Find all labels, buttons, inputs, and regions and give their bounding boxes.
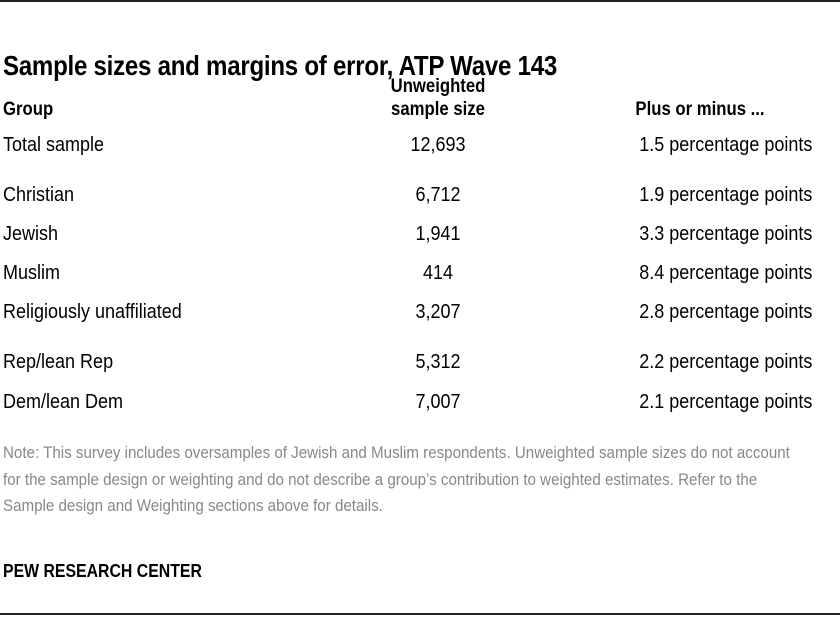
header-moe: Plus or minus ... [635, 99, 765, 120]
table-cell-moe: 2.2 percentage points [638, 351, 812, 373]
top-rule [0, 0, 840, 2]
table-cell-moe: 8.4 percentage points [638, 262, 812, 284]
header-group: Group [3, 99, 54, 120]
table-cell-group: Total sample [3, 134, 105, 156]
table-cell-n: 6,712 [415, 184, 461, 206]
bottom-rule [0, 613, 840, 615]
table-cell-group: Christian [3, 184, 75, 206]
table-cell-moe: 1.5 percentage points [638, 134, 812, 156]
table-cell-n: 5,312 [415, 351, 461, 373]
table-cell-group: Muslim [3, 262, 61, 284]
table-cell-group: Dem/lean Dem [3, 391, 124, 413]
table-cell-group: Religiously unaffiliated [3, 301, 182, 323]
table-cell-n: 3,207 [415, 301, 461, 323]
table-cell-moe: 3.3 percentage points [638, 223, 812, 245]
table-cell-moe: 2.8 percentage points [638, 301, 812, 323]
table-cell-group: Jewish [3, 223, 59, 245]
table-cell-n: 7,007 [415, 391, 461, 413]
source: PEW RESEARCH CENTER [3, 561, 202, 581]
table-cell-moe: 1.9 percentage points [638, 184, 812, 206]
table-cell-n: 414 [422, 262, 454, 284]
header-sample-line1: Unweighted [390, 76, 486, 97]
page-title: Sample sizes and margins of error, ATP W… [3, 50, 557, 81]
table-cell-moe: 2.1 percentage points [638, 391, 812, 413]
table-cell-n: 12,693 [410, 134, 466, 156]
header-sample-line2: sample size [391, 99, 485, 120]
note: Note: This survey includes oversamples o… [3, 443, 790, 515]
table-cell-n: 1,941 [415, 223, 461, 245]
table-cell-group: Rep/lean Rep [3, 351, 114, 373]
